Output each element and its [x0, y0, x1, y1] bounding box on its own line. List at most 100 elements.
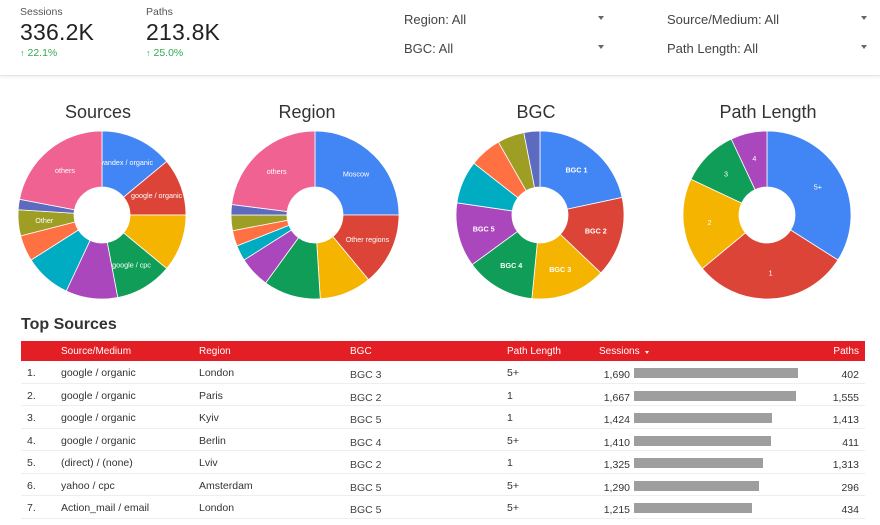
table-row[interactable]: 5. (direct) / (none) Lviv BGC 2 1 1,325 1,313 — [21, 451, 865, 474]
pie-slice[interactable] — [766, 130, 852, 261]
row-number: 7. — [27, 502, 36, 514]
pie-slice[interactable] — [523, 130, 541, 188]
dropdown-caret-icon — [598, 45, 604, 49]
pie-slice-label: BGC 3 — [549, 265, 571, 274]
path-length-filter-label: Path Length: All — [667, 41, 759, 56]
pie-slice-label: others — [267, 167, 287, 176]
column-header-paths[interactable]: Paths — [833, 346, 859, 357]
table-row[interactable]: 4. google / organic Berlin BGC 4 5+ 1,410 411 — [21, 429, 865, 451]
cell-sessions: 1,290 — [603, 481, 630, 494]
column-header-sessions[interactable]: Sessions — [599, 346, 649, 357]
cell-bgc: BGC 2 — [350, 391, 382, 404]
cell-source-medium: (direct) / (none) — [61, 457, 133, 469]
table-row[interactable]: 1. google / organic London BGC 3 5+ 1,690 402 — [21, 361, 865, 384]
top-sources-table: Source/Medium Region BGC Path Length Ses… — [21, 341, 865, 519]
sessions-bar — [634, 480, 759, 491]
kpi-delta: ↑ 25.0% — [146, 47, 220, 59]
kpi-paths: Paths 213.8K ↑ 25.0% — [146, 6, 220, 59]
dropdown-caret-icon — [598, 16, 604, 20]
cell-path-length: 5+ — [507, 502, 519, 514]
arrow-up-icon: ↑ — [20, 48, 25, 58]
cell-path-length: 1 — [507, 389, 513, 402]
pie-slice[interactable] — [19, 130, 103, 211]
column-header-bgc[interactable]: BGC — [350, 346, 372, 357]
cell-path-length: 5+ — [507, 434, 519, 447]
cell-bgc: BGC 5 — [350, 481, 382, 494]
sessions-bar — [634, 390, 796, 401]
cell-paths: 411 — [842, 436, 859, 449]
sources-donut-chart[interactable]: yandex / organic google / organic google /… — [17, 130, 187, 300]
column-header-region[interactable]: Region — [199, 346, 231, 357]
pie-slice-label: Moscow — [343, 169, 370, 178]
path-length-donut-chart[interactable]: 5+ 1 2 3 4 — [682, 130, 852, 300]
cell-sessions: 1,667 — [603, 391, 630, 404]
cell-sessions: 1,690 — [603, 369, 630, 381]
pie-slice-label: Other — [35, 216, 54, 225]
table-row[interactable]: 6. yahoo / cpc Amsterdam BGC 5 5+ 1,290 296 — [21, 474, 865, 496]
kpi-delta-value: 25.0% — [153, 47, 184, 59]
kpi-value: 336.2K — [20, 19, 95, 45]
pie-slice[interactable] — [314, 130, 400, 216]
table-row[interactable]: 7. Action_mail / email London BGC 5 5+ 1,215 4… — [21, 496, 865, 519]
kpi-sessions: Sessions 336.2K ↑ 22.1% — [20, 6, 94, 59]
pie-slice-label: 2 — [707, 218, 711, 227]
cell-region: Paris — [199, 389, 223, 402]
chart-title-bgc: BGC — [516, 102, 556, 122]
row-number: 4. — [27, 434, 36, 447]
cell-paths: 434 — [841, 504, 859, 516]
cell-bgc: BGC 2 — [350, 459, 382, 471]
cell-path-length: 5+ — [507, 479, 519, 492]
cell-sessions: 1,325 — [603, 459, 630, 471]
cell-bgc: BGC 5 — [350, 414, 382, 426]
pie-slice[interactable] — [701, 229, 839, 300]
pie-slice[interactable] — [682, 178, 746, 270]
sessions-bar — [634, 503, 752, 513]
cell-paths: 402 — [841, 369, 859, 381]
path-length-filter[interactable]: Path Length: All — [667, 41, 867, 61]
pie-slice-label: 1 — [769, 268, 773, 277]
region-filter[interactable]: Region: All — [404, 12, 604, 32]
cell-source-medium: google / organic — [61, 367, 136, 379]
arrow-up-icon: ↑ — [146, 48, 151, 58]
row-number: 3. — [27, 412, 36, 424]
dropdown-caret-icon — [861, 45, 867, 49]
bgc-filter[interactable]: BGC: All — [404, 41, 604, 61]
cell-source-medium: yahoo / cpc — [61, 479, 115, 492]
cell-region: Berlin — [199, 434, 226, 447]
region-donut-chart[interactable]: Moscow Other regions others — [230, 130, 400, 300]
pie-slice[interactable] — [231, 130, 316, 212]
cell-sessions: 1,410 — [603, 436, 630, 449]
dashboard-header: Sessions 336.2K ↑ 22.1% Paths 213.8K ↑ 25.… — [0, 0, 880, 76]
source-medium-filter[interactable]: Source/Medium: All — [667, 12, 867, 32]
cell-source-medium: google / organic — [61, 389, 136, 402]
bgc-filter-label: BGC: All — [404, 41, 454, 56]
cell-region: London — [199, 367, 235, 379]
sort-descending-icon — [644, 351, 649, 354]
pie-slice[interactable] — [730, 130, 768, 191]
pie-slice-label: google / organic — [131, 191, 183, 200]
pie-slice-label: others — [55, 166, 75, 175]
cell-sessions: 1,424 — [603, 414, 630, 426]
pie-slice-label: BGC 4 — [500, 261, 522, 270]
cell-paths: 296 — [841, 481, 859, 494]
table-row[interactable]: 2. google / organic Paris BGC 2 1 1,667 1,555 — [21, 384, 865, 406]
table-header: Source/Medium Region BGC Path Length Ses… — [21, 341, 865, 361]
pie-slice[interactable] — [539, 130, 623, 210]
cell-source-medium: google / organic — [61, 434, 136, 447]
cell-region: Lviv — [199, 457, 218, 469]
kpi-label: Sessions — [20, 6, 63, 18]
cell-bgc: BGC 5 — [350, 504, 382, 516]
pie-slice-label: yandex / organic — [100, 158, 153, 167]
sessions-bar — [634, 413, 772, 423]
sessions-bar — [634, 368, 798, 378]
row-number: 2. — [27, 389, 36, 402]
charts-row: Sources yandex / organic google / organic… — [0, 82, 880, 307]
cell-sessions: 1,215 — [603, 504, 630, 516]
column-header-source-medium[interactable]: Source/Medium — [61, 346, 132, 357]
table-row[interactable]: 3. google / organic Kyiv BGC 5 1 1,424 1,413 — [21, 406, 865, 429]
cell-source-medium: Action_mail / email — [61, 502, 150, 514]
bgc-donut-chart[interactable]: BGC 1 BGC 2 BGC 3 BGC 4 BGC 5 — [455, 130, 625, 300]
column-header-path-length[interactable]: Path Length — [507, 346, 561, 357]
kpi-value: 213.8K — [146, 19, 221, 45]
kpi-delta-value: 22.1% — [27, 47, 58, 59]
